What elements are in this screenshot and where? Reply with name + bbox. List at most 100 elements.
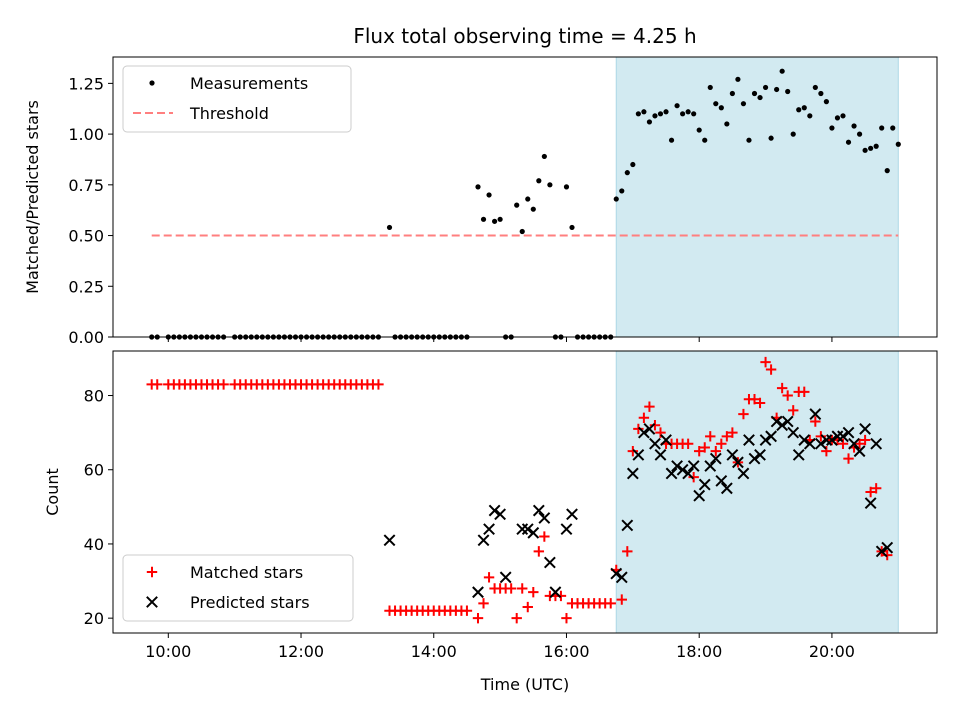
legend-swatch — [146, 596, 158, 608]
y-tick-label: 20 — [84, 609, 104, 628]
data-point — [740, 101, 747, 107]
data-point — [803, 437, 816, 450]
data-point — [870, 483, 882, 494]
data-point — [566, 508, 578, 521]
data-point — [801, 105, 807, 111]
data-point — [532, 504, 545, 517]
data-point — [688, 471, 699, 483]
data-point — [514, 202, 520, 208]
data-point — [477, 534, 490, 547]
data-point — [798, 434, 811, 446]
data-point — [746, 137, 752, 143]
data-point — [569, 224, 575, 231]
data-point — [499, 571, 512, 584]
data-point — [726, 448, 739, 461]
data-point — [699, 442, 710, 453]
data-point — [809, 408, 822, 420]
data-point — [884, 168, 890, 174]
data-point — [641, 109, 647, 115]
data-point — [864, 497, 877, 510]
y-tick-label: 0.00 — [68, 328, 104, 347]
data-point — [543, 556, 556, 569]
data-point — [657, 111, 664, 117]
data-point — [619, 188, 625, 194]
data-point — [547, 182, 553, 188]
data-point — [693, 489, 706, 502]
data-point — [663, 109, 669, 115]
data-point — [707, 84, 713, 91]
data-point — [815, 431, 827, 442]
y-tick-label: 40 — [84, 535, 104, 554]
data-point — [727, 427, 738, 438]
data-point — [737, 467, 750, 480]
y-tick-label: 1.25 — [68, 74, 104, 93]
data-point — [785, 88, 791, 95]
x-tick-label: 14:00 — [411, 642, 457, 661]
data-point — [724, 121, 730, 127]
legend: Matched stars Predicted stars — [122, 554, 354, 622]
data-point — [373, 379, 384, 390]
data-point — [840, 113, 846, 119]
data-point — [561, 612, 572, 624]
data-point — [781, 415, 794, 428]
data-point — [527, 526, 540, 539]
data-point — [776, 419, 789, 432]
data-point — [716, 438, 727, 449]
series-measurements — [149, 68, 901, 340]
legend-swatch — [146, 566, 158, 578]
y-tick-label: 0.50 — [68, 227, 104, 246]
data-point — [505, 583, 517, 594]
data-point — [845, 139, 852, 145]
data-point — [774, 86, 780, 93]
data-point — [895, 141, 901, 147]
x-tick-label: 18:00 — [676, 642, 722, 661]
data-point — [779, 68, 785, 74]
data-point — [873, 143, 879, 149]
y-tick-label: 1.00 — [68, 125, 104, 144]
data-point — [472, 612, 484, 624]
y-axis-label: Matched/Predicted stars — [23, 100, 42, 294]
data-point — [882, 549, 893, 561]
data-point — [533, 546, 545, 557]
data-point — [461, 605, 473, 616]
data-point — [868, 145, 874, 151]
data-point — [754, 397, 766, 409]
data-point — [814, 437, 827, 450]
data-point — [709, 452, 722, 465]
data-point — [152, 379, 163, 390]
data-point — [616, 594, 627, 605]
data-point — [762, 84, 769, 91]
data-point — [875, 545, 888, 558]
data-point — [705, 431, 716, 442]
x-tick-label: 10:00 — [145, 642, 191, 661]
data-point — [483, 523, 495, 536]
data-point — [862, 147, 868, 153]
data-point — [654, 448, 667, 461]
x-axis-label: Time (UTC) — [480, 675, 569, 694]
x-tick-label: 20:00 — [809, 642, 855, 661]
data-point — [754, 448, 766, 461]
data-point — [721, 431, 733, 442]
data-point — [823, 99, 829, 105]
data-point — [536, 178, 542, 184]
data-point — [615, 571, 628, 584]
data-point — [549, 586, 562, 599]
shaded-interval — [615, 350, 899, 634]
data-point — [480, 216, 487, 222]
data-point — [610, 567, 623, 580]
y-tick-label: 0.25 — [68, 277, 104, 296]
data-point — [790, 131, 796, 137]
data-point — [843, 453, 854, 464]
data-point — [630, 161, 636, 168]
data-point — [757, 94, 763, 101]
data-point — [890, 125, 896, 131]
data-point — [491, 218, 498, 224]
data-point — [522, 601, 533, 613]
data-point — [541, 153, 547, 160]
data-point — [765, 430, 778, 443]
data-point — [682, 438, 694, 449]
data-point — [782, 390, 793, 401]
data-point — [853, 445, 866, 458]
data-point — [770, 415, 783, 428]
